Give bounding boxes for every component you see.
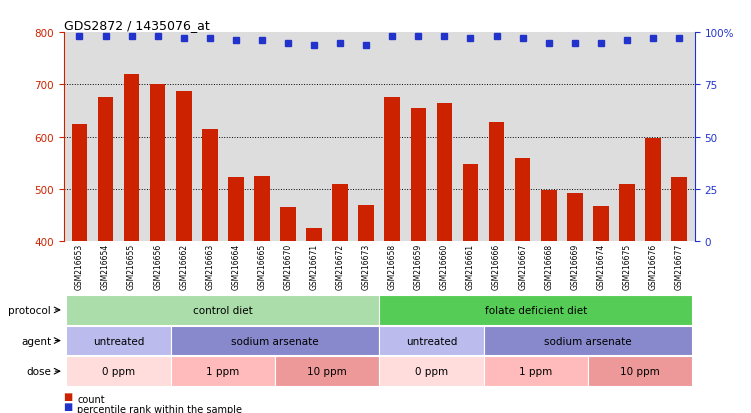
Bar <box>541 190 556 242</box>
Bar <box>671 178 687 242</box>
Text: 10 ppm: 10 ppm <box>620 366 660 376</box>
Text: count: count <box>77 394 105 404</box>
Text: protocol: protocol <box>8 305 51 315</box>
Text: sodium arsenate: sodium arsenate <box>544 336 632 346</box>
Bar <box>228 178 244 242</box>
Text: folate deficient diet: folate deficient diet <box>484 305 587 315</box>
Bar <box>379 326 484 356</box>
Text: 0 ppm: 0 ppm <box>102 366 135 376</box>
Text: untreated: untreated <box>406 336 457 346</box>
Text: ■: ■ <box>64 391 76 401</box>
Bar <box>66 326 170 356</box>
Bar <box>619 184 635 242</box>
Text: ■: ■ <box>64 401 76 411</box>
Bar <box>379 295 692 325</box>
Text: dose: dose <box>26 366 51 376</box>
Bar <box>306 228 322 242</box>
Bar <box>202 130 218 242</box>
Bar <box>170 356 275 386</box>
Bar <box>98 98 113 242</box>
Bar <box>124 75 140 242</box>
Text: 1 ppm: 1 ppm <box>519 366 552 376</box>
Text: 10 ppm: 10 ppm <box>307 366 347 376</box>
Text: untreated: untreated <box>93 336 144 346</box>
Bar <box>484 356 588 386</box>
Text: control diet: control diet <box>193 305 253 315</box>
Bar <box>645 138 661 242</box>
Bar <box>411 109 426 242</box>
Text: GDS2872 / 1435076_at: GDS2872 / 1435076_at <box>64 19 210 32</box>
Bar <box>358 205 374 242</box>
Bar <box>333 184 348 242</box>
Bar <box>385 98 400 242</box>
Bar <box>588 356 692 386</box>
Bar <box>489 123 505 242</box>
Bar <box>150 85 165 242</box>
Text: 0 ppm: 0 ppm <box>415 366 448 376</box>
Bar <box>593 206 608 242</box>
Bar <box>484 326 692 356</box>
Bar <box>170 326 379 356</box>
Bar <box>280 208 296 242</box>
Bar <box>514 158 530 242</box>
Text: agent: agent <box>21 336 51 346</box>
Text: 1 ppm: 1 ppm <box>207 366 240 376</box>
Bar <box>463 164 478 242</box>
Bar <box>71 124 87 242</box>
Bar <box>275 356 379 386</box>
Bar <box>66 295 379 325</box>
Text: sodium arsenate: sodium arsenate <box>231 336 318 346</box>
Bar <box>567 194 583 242</box>
Bar <box>66 356 170 386</box>
Text: percentile rank within the sample: percentile rank within the sample <box>77 404 243 413</box>
Bar <box>379 356 484 386</box>
Bar <box>436 103 452 242</box>
Bar <box>176 91 192 242</box>
Bar <box>254 176 270 242</box>
